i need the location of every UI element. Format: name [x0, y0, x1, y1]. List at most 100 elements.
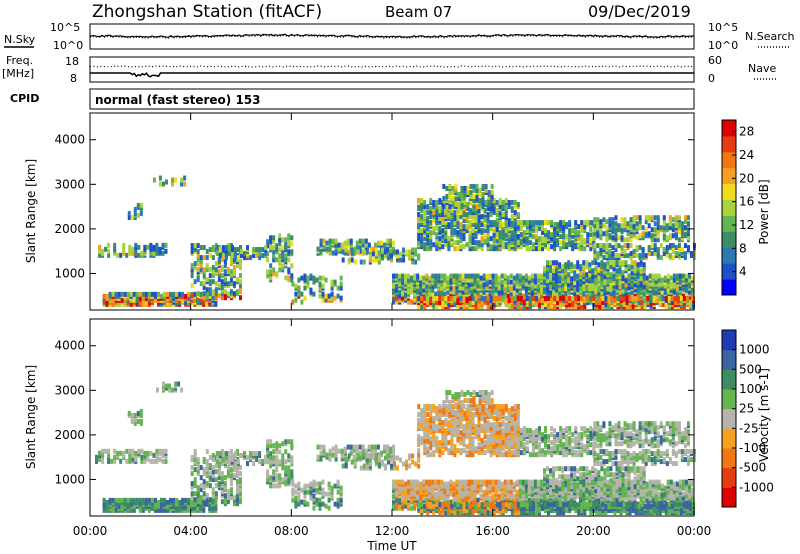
echo-cell [138, 295, 142, 301]
echo-cell [202, 497, 206, 503]
echo-cell [513, 210, 517, 216]
echo-cell [416, 273, 420, 279]
echo-cell [605, 243, 609, 249]
echo-cell [573, 280, 577, 286]
echo-cell [413, 483, 417, 489]
echo-cell [272, 449, 276, 455]
echo-cell [552, 260, 556, 266]
echo-cell [544, 232, 548, 238]
echo-cell [459, 222, 463, 228]
echo-cell [620, 245, 624, 251]
echo-cell [131, 456, 135, 462]
echo-cell [281, 465, 285, 471]
echo-cell [373, 444, 377, 450]
echo-cell [431, 479, 435, 485]
echo-cell [116, 252, 120, 258]
echo-cell [229, 289, 233, 295]
echo-cell [447, 236, 451, 242]
echo-cell [513, 204, 517, 210]
echo-cell [226, 291, 230, 297]
echo-cell [683, 219, 687, 225]
echo-cell [432, 200, 436, 206]
echo-cell [515, 273, 519, 279]
echo-cell [373, 242, 377, 248]
echo-cell [290, 241, 294, 247]
date-label: 09/Dec/2019 [588, 2, 691, 21]
echo-cell [588, 286, 592, 292]
echo-cell [642, 291, 646, 297]
echo-cell [202, 285, 206, 291]
echo-cell [297, 277, 301, 283]
echo-cell [481, 192, 485, 198]
echo-cell [489, 220, 493, 226]
echo-cell [297, 495, 301, 501]
echo-cell [255, 451, 259, 457]
echo-cell [223, 289, 227, 295]
echo-cell [309, 287, 313, 293]
echo-cell [272, 469, 276, 475]
echo-cell [371, 257, 375, 263]
echo-cell [644, 215, 648, 221]
echo-cell [214, 491, 218, 497]
echo-cell [479, 283, 483, 289]
echo-cell [278, 247, 282, 253]
echo-cell [441, 220, 445, 226]
echo-cell [164, 179, 168, 185]
echo-cell [627, 274, 631, 280]
echo-cell [501, 212, 505, 218]
echo-cell [588, 282, 592, 288]
echo-cell [425, 273, 429, 279]
echo-cell [232, 291, 236, 297]
echo-cell [582, 264, 586, 270]
echo-cell [630, 260, 634, 266]
echo-cell [208, 463, 212, 469]
echo-cell [359, 455, 363, 461]
echo-cell [513, 236, 517, 242]
echo-cell [636, 274, 640, 280]
echo-cell [388, 446, 392, 452]
echo-cell [211, 289, 215, 295]
echo-cell [98, 456, 102, 462]
echo-cell [117, 291, 121, 297]
echo-cell [417, 228, 421, 234]
echo-cell [408, 253, 412, 259]
echo-cell [339, 275, 343, 281]
echo-cell [368, 247, 372, 253]
echo-cell [223, 459, 227, 465]
echo-cell [611, 229, 615, 235]
echo-cell [684, 273, 688, 279]
echo-cell [456, 304, 460, 310]
echo-cell [592, 240, 596, 246]
echo-cell [129, 301, 133, 307]
echo-cell [512, 275, 516, 281]
echo-cell [404, 273, 408, 279]
noise-sky-series [89, 33, 695, 38]
echo-cell [230, 457, 234, 463]
echo-cell [440, 489, 444, 495]
echo-cell [609, 260, 613, 266]
echo-cell [238, 265, 242, 271]
echo-cell [284, 459, 288, 465]
echo-cell [462, 236, 466, 242]
echo-cell [344, 461, 348, 467]
echo-cell [681, 273, 685, 279]
echo-cell [611, 255, 615, 261]
echo-cell [435, 204, 439, 210]
echo-cell [226, 281, 230, 287]
echo-cell [615, 268, 619, 274]
echo-cell [589, 220, 593, 226]
echo-cell [269, 455, 273, 461]
echo-cell [476, 293, 480, 299]
echo-cell [680, 229, 684, 235]
echo-cell [525, 244, 529, 250]
echo-cell [459, 234, 463, 240]
echo-cell [153, 497, 157, 503]
echo-cell [661, 302, 665, 308]
echo-cell [407, 501, 411, 507]
echo-cell [214, 469, 218, 475]
echo-cell [443, 489, 447, 495]
echo-cell [641, 247, 645, 253]
echo-cell [562, 224, 566, 230]
echo-cell [226, 473, 230, 479]
